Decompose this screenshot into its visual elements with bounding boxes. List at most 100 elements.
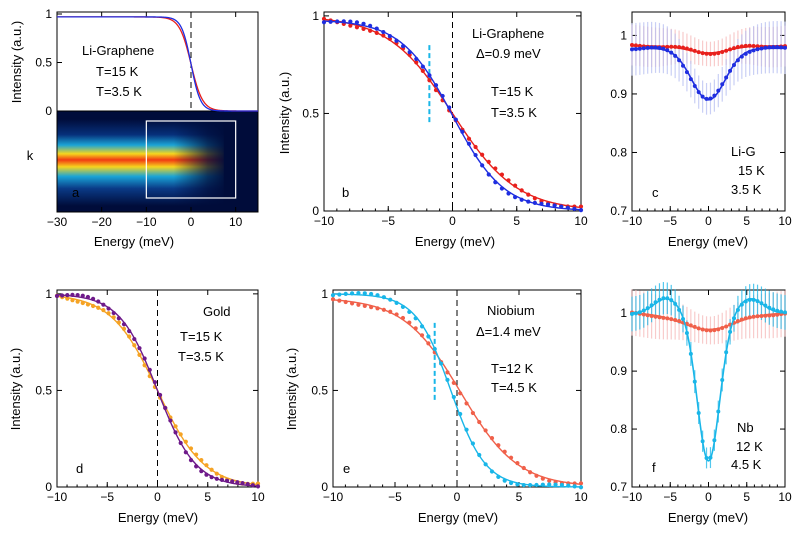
data-point [578, 207, 584, 213]
data-point [775, 308, 780, 313]
data-point [394, 300, 399, 305]
data-point [673, 301, 678, 306]
data-point [526, 199, 531, 204]
data-point [716, 51, 721, 56]
data-point [75, 292, 80, 298]
x-tick-label: 10 [778, 214, 792, 228]
x-tick-label: −10 [323, 490, 344, 504]
data-point [645, 45, 650, 50]
panel-d-legend-t15: T=15 K [180, 329, 223, 344]
data-point [420, 68, 425, 74]
panel-a: −30 −20 −10 0 10 0 0.5 1 [35, 7, 259, 229]
data-point [572, 484, 577, 489]
series-T35K-fit-line [56, 294, 259, 487]
data-point [771, 307, 776, 312]
data-point [473, 144, 478, 150]
x-tick-label: 5 [516, 490, 523, 504]
data-point [173, 430, 178, 435]
x-tick-label: 0 [705, 214, 712, 228]
data-point [665, 44, 670, 49]
data-point [381, 307, 386, 312]
panel-c-legend-t35: 3.5 K [731, 182, 762, 197]
data-point [407, 49, 412, 55]
data-point [199, 469, 204, 474]
data-point [684, 331, 689, 336]
arpes-image-fade [57, 111, 258, 212]
data-point [716, 88, 721, 93]
data-point [388, 297, 393, 302]
data-point [661, 315, 666, 320]
data-point [407, 320, 412, 325]
data-point [230, 479, 235, 484]
data-point [173, 424, 178, 429]
data-point [637, 310, 642, 315]
panel-a-image-ylabel: k [27, 148, 34, 163]
data-point [349, 301, 355, 306]
panel-b: −10 −5 0 5 10 0 0.5 1 [302, 9, 588, 228]
data-point [362, 303, 367, 309]
data-point [684, 70, 689, 75]
data-point [132, 343, 137, 348]
panel-d: −10 −5 0 5 10 0 0.5 1 [35, 287, 265, 504]
panel-d-xlabel: Energy (meV) [118, 510, 198, 525]
data-point [90, 303, 96, 309]
data-point [493, 166, 498, 171]
data-point [645, 313, 650, 318]
panel-b-legend-t35: T=3.5 K [491, 105, 537, 120]
panel-e: −10 −5 0 5 10 0 0.5 1 [311, 287, 588, 504]
data-point [688, 77, 693, 82]
data-point [183, 439, 188, 444]
panel-a-legend-t35: T=3.5 K [96, 84, 142, 99]
data-point [106, 306, 111, 311]
panel-f-legend-t45: 4.5 K [731, 457, 762, 472]
data-point [142, 356, 147, 361]
data-point [739, 317, 744, 322]
data-point [132, 336, 137, 342]
data-point [361, 21, 366, 26]
data-point [194, 452, 199, 457]
data-point [502, 449, 507, 454]
x-tick-label: −5 [663, 490, 677, 504]
data-point [755, 44, 760, 49]
data-point [214, 471, 219, 476]
data-point [356, 290, 361, 296]
data-point [458, 411, 463, 417]
data-point [712, 328, 717, 333]
data-point [400, 43, 406, 49]
data-point [681, 316, 685, 321]
y-tick-label: 1 [620, 306, 627, 320]
data-point [483, 428, 488, 433]
data-point [641, 46, 646, 51]
data-point [688, 323, 693, 328]
y-tick-label: 0.7 [610, 480, 627, 494]
data-point [419, 333, 425, 338]
data-point [321, 16, 327, 21]
data-point [735, 58, 740, 63]
data-point [502, 478, 507, 483]
data-point [163, 405, 168, 411]
data-point [348, 19, 353, 24]
data-point [732, 316, 736, 321]
panel-e-legend-t45: T=4.5 K [491, 380, 537, 395]
data-point [724, 48, 729, 53]
panel-e-legend-gap: Δ=1.4 meV [476, 324, 541, 339]
y-tick-label: 0.8 [610, 145, 627, 159]
data-point [330, 297, 336, 302]
y-tick-label: 0.9 [610, 87, 627, 101]
panel-d-letter: d [76, 461, 83, 476]
data-point [657, 297, 662, 302]
data-point [700, 51, 705, 56]
data-point [630, 47, 634, 52]
data-point [779, 45, 784, 50]
data-point [321, 20, 327, 25]
data-point [677, 307, 682, 312]
data-point [665, 296, 670, 301]
data-point [245, 482, 250, 487]
data-point [630, 311, 634, 316]
data-point [489, 436, 495, 441]
data-point [547, 478, 552, 483]
data-point [341, 19, 346, 24]
data-point [633, 47, 638, 52]
data-point [783, 310, 787, 315]
data-point [728, 329, 733, 334]
